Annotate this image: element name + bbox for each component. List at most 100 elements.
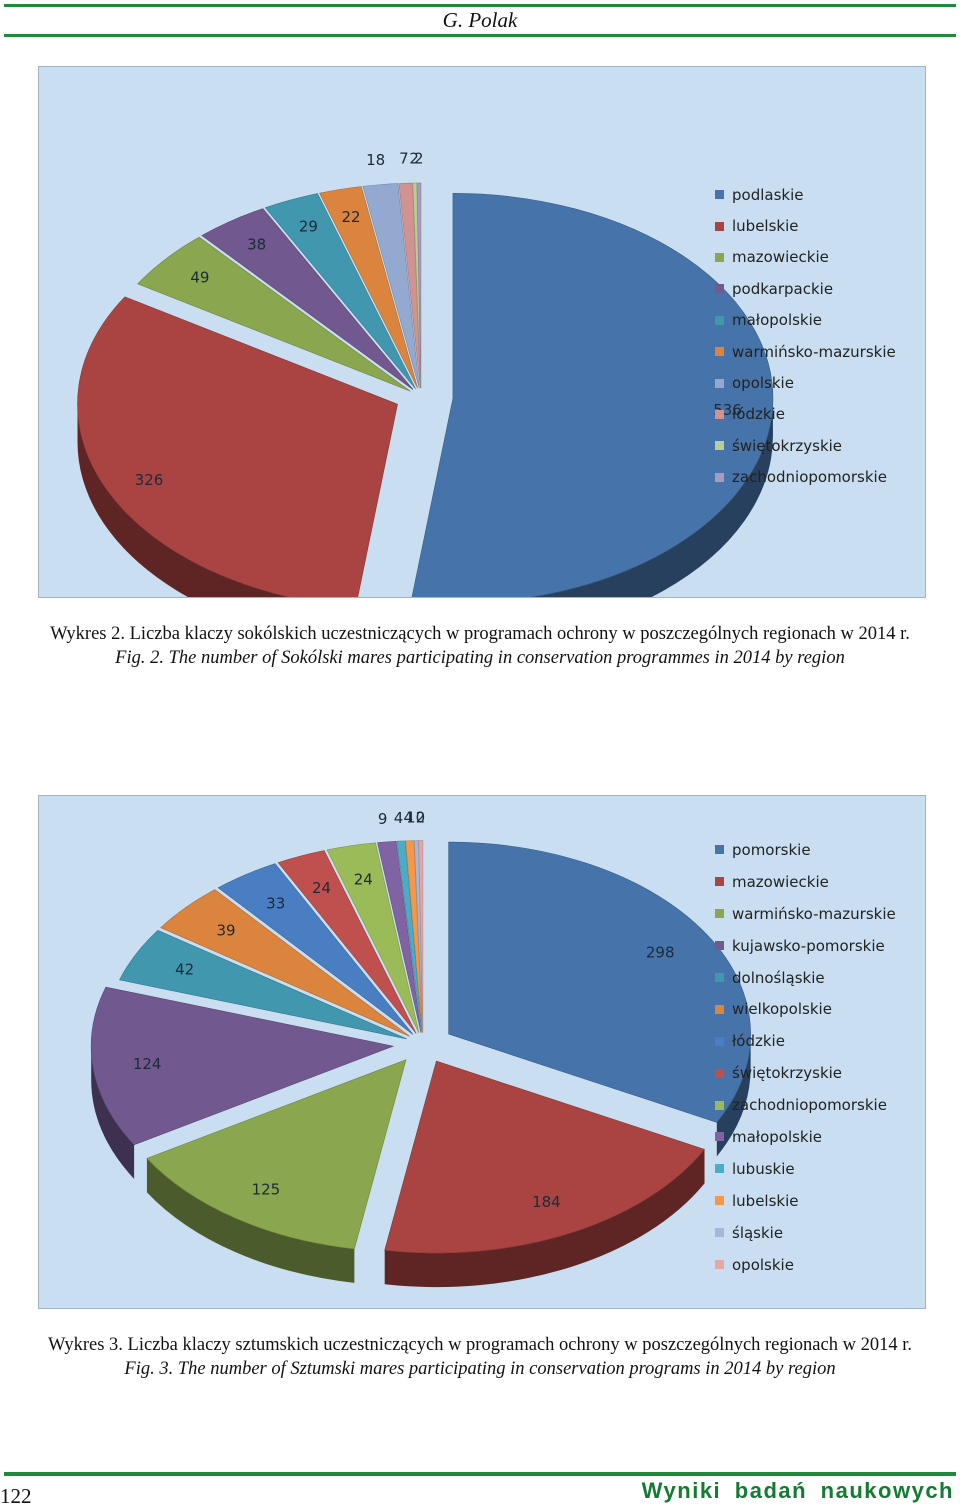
legend-item: lubelskie <box>715 1185 915 1217</box>
pie-slice-zachodniopomorskie <box>416 182 422 389</box>
legend-item: małopolskie <box>715 305 915 336</box>
pie-side-pomorskie <box>716 1034 751 1157</box>
legend-swatch <box>715 221 724 231</box>
caption-fig2-polish: Wykres 2. Liczba klaczy sokólskich uczes… <box>50 624 910 644</box>
caption-fig3-english: Fig. 3. The number of Sztumski mares par… <box>124 1359 836 1379</box>
legend-label: małopolskie <box>732 1127 823 1146</box>
pie-slice-wielkopolskie <box>160 889 410 1037</box>
legend-item: opolskie <box>715 1249 915 1281</box>
data-label-śląskie: 10 <box>406 809 425 827</box>
caption-fig2-english: Fig. 2. The number of Sokólski mares par… <box>115 648 845 668</box>
pie-side-kujawsko-pomorskie <box>91 1046 135 1179</box>
legend-item: pomorskie <box>715 834 915 866</box>
data-label-kujawsko-pomorskie: 124 <box>133 1055 162 1073</box>
legend-label: opolskie <box>732 1255 794 1274</box>
data-label-łódzkie: 7 <box>399 150 409 168</box>
pie-slice-łódzkie <box>398 182 421 389</box>
pie-slice-podlaskie <box>411 193 774 597</box>
legend-item: łódzkie <box>715 399 915 430</box>
legend-label: opolskie <box>732 374 794 393</box>
data-label-lubelskie: 4 <box>404 809 414 827</box>
pie-side-walls <box>77 398 773 597</box>
pie-slice-małopolskie <box>377 840 422 1033</box>
legend-item: świętokrzyskie <box>715 1057 915 1089</box>
legend-item: warmińsko-mazurskie <box>715 336 915 367</box>
legend-swatch <box>715 1196 724 1206</box>
pie-slice-warmińsko-mazurskie <box>319 186 418 389</box>
footer-rule <box>4 1472 956 1476</box>
pie-slice-zachodniopomorskie <box>326 842 420 1033</box>
pie-tops <box>77 182 774 597</box>
data-label-świętokrzyskie: 2 <box>409 149 419 167</box>
legend-swatch <box>715 315 724 325</box>
legend-item: mazowieckie <box>715 866 915 898</box>
legend-swatch <box>715 909 724 919</box>
legend-label: lubelskie <box>732 1191 799 1210</box>
data-label-małopolskie: 9 <box>378 810 388 828</box>
chart-legend-fig2: podlaskie lubelskie mazowieckie podkarpacki… <box>715 179 915 493</box>
legend-item: dolnośląskie <box>715 962 915 994</box>
pie-side-warmińsko-mazurskie <box>146 1158 355 1283</box>
data-label-lubuskie: 4 <box>394 809 404 827</box>
data-label-mazowieckie: 49 <box>190 269 209 287</box>
pie-slice-łódzkie <box>217 863 414 1035</box>
pie-slice-lubuskie <box>396 840 423 1033</box>
legend-swatch <box>715 347 724 357</box>
legend-label: warmińsko-mazurskie <box>732 904 896 923</box>
legend-swatch <box>715 1260 724 1270</box>
chart-legend-fig3: pomorskie mazowieckie warmińsko-mazurskie k… <box>715 834 915 1280</box>
legend-item: podkarpackie <box>715 273 915 304</box>
legend-label: wielkopolskie <box>732 1000 832 1019</box>
legend-label: zachodniopomorskie <box>732 468 887 487</box>
data-label-lubelskie: 326 <box>135 471 164 489</box>
legend-item: kujawsko-pomorskie <box>715 930 915 962</box>
legend-item: opolskie <box>715 367 915 398</box>
pie-slice-opolskie <box>418 840 424 1033</box>
legend-swatch <box>715 378 724 388</box>
pie-slice-małopolskie <box>264 193 416 389</box>
pie-side-lubelskie <box>77 404 290 597</box>
legend-label: świętokrzyskie <box>732 1064 843 1083</box>
legend-swatch <box>715 441 724 451</box>
figure-3-caption: Wykres 3. Liczba klaczy sztumskich uczes… <box>20 1333 940 1381</box>
pie-slice-dolnośląskie <box>119 929 407 1040</box>
legend-label: pomorskie <box>732 840 811 859</box>
pie-slice-lubelskie <box>405 840 423 1033</box>
data-label-opolskie: 2 <box>416 809 426 827</box>
legend-label: mazowieckie <box>732 872 829 891</box>
running-head-author: G. Polak <box>442 8 518 32</box>
legend-swatch <box>715 1228 724 1238</box>
legend-label: podkarpackie <box>732 279 834 298</box>
legend-swatch <box>715 1132 724 1142</box>
legend-label: małopolskie <box>732 311 823 330</box>
data-label-świętokrzyskie: 24 <box>312 879 331 897</box>
legend-swatch <box>715 941 724 951</box>
pie-slice-mazowieckie <box>384 1060 706 1254</box>
legend-item: mazowieckie <box>715 242 915 273</box>
data-label-wielkopolskie: 39 <box>216 922 235 940</box>
legend-label: śląskie <box>732 1223 784 1242</box>
pie-side-podlaskie <box>531 398 773 597</box>
legend-item: warmińsko-mazurskie <box>715 898 915 930</box>
legend-label: łódzkie <box>732 1032 785 1051</box>
legend-swatch <box>715 472 724 482</box>
data-label-podkarpackie: 38 <box>247 236 266 254</box>
pie-slice-warmińsko-mazurskie <box>146 1059 407 1250</box>
legend-swatch <box>715 252 724 262</box>
legend-item: łódzkie <box>715 1025 915 1057</box>
data-label-małopolskie: 29 <box>299 217 318 235</box>
legend-swatch <box>715 1100 724 1110</box>
legend-swatch <box>715 284 724 294</box>
data-label-łódzkie: 33 <box>266 894 285 912</box>
figure-2-caption: Wykres 2. Liczba klaczy sokólskich uczes… <box>20 622 940 670</box>
legend-swatch <box>715 409 724 419</box>
data-label-dolnośląskie: 42 <box>175 960 194 978</box>
legend-item: małopolskie <box>715 1121 915 1153</box>
pie-slice-opolskie <box>362 183 420 389</box>
pie-slice-pomorskie <box>448 841 751 1123</box>
caption-fig3-polish: Wykres 3. Liczba klaczy sztumskich uczes… <box>48 1335 912 1355</box>
legend-item: śląskie <box>715 1217 915 1249</box>
legend-item: lubuskie <box>715 1153 915 1185</box>
legend-label: dolnośląskie <box>732 968 825 987</box>
